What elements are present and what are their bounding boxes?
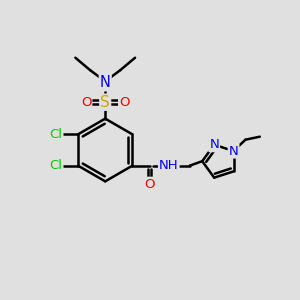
Text: N: N [229,145,238,158]
Text: S: S [100,95,110,110]
Text: O: O [81,96,91,109]
Text: O: O [144,178,155,191]
Text: Cl: Cl [50,128,62,141]
Text: Cl: Cl [50,159,62,172]
Text: N: N [100,75,111,90]
Text: NH: NH [159,159,178,172]
Text: O: O [119,96,130,109]
Text: N: N [209,138,219,151]
